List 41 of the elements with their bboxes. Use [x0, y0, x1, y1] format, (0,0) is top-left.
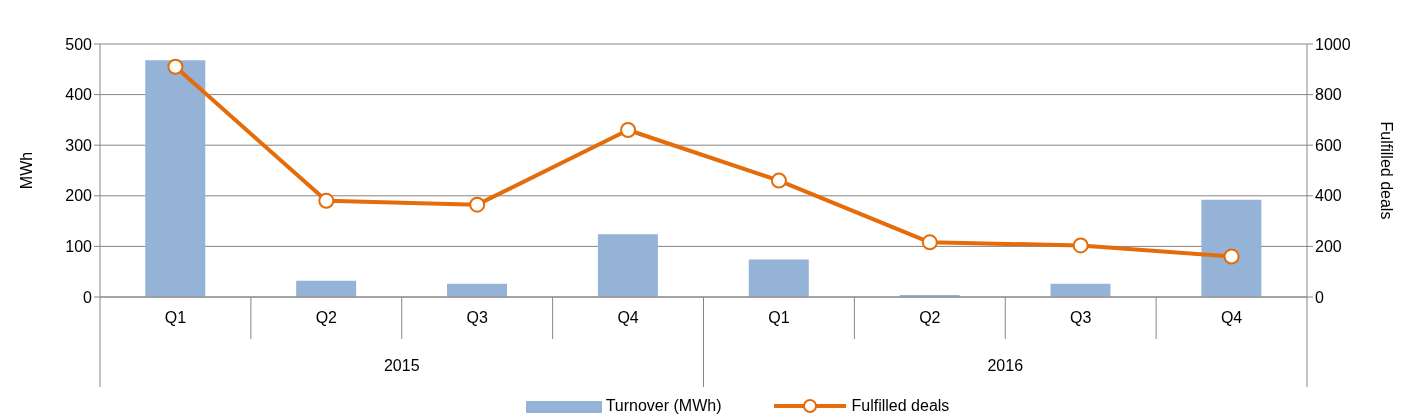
bar [1050, 283, 1111, 297]
point [770, 172, 787, 189]
x-tick-label: Q4 [1220, 309, 1243, 326]
y-tick-label: 100 [65, 238, 93, 256]
bar [296, 280, 357, 297]
y2-tick-label: 0 [1315, 288, 1324, 306]
y2-axis-title: Fulfilled deals [1378, 121, 1396, 220]
point [921, 234, 938, 251]
legend-label: Turnover (MWh) [605, 397, 722, 415]
y-tick-label: 200 [65, 187, 93, 205]
x-tick-label: Q3 [466, 309, 488, 326]
point [469, 196, 486, 213]
x-tick-label: Q3 [1070, 309, 1092, 326]
x-tick-label: Q4 [617, 309, 639, 326]
x-tick-label: Q2 [315, 309, 338, 326]
point [1223, 248, 1240, 265]
y-axis-title: MWh [17, 151, 35, 190]
x-tick-label: Q2 [919, 309, 941, 326]
legend-label: Fulfilled deals [851, 397, 950, 415]
point [1072, 237, 1089, 254]
point [318, 192, 335, 209]
x-tick-label: Q1 [164, 309, 187, 326]
text: 2016 [987, 357, 1024, 374]
bar [597, 234, 658, 297]
bar [145, 60, 206, 297]
bar [447, 283, 508, 297]
y-tick-label: 0 [83, 288, 93, 306]
y-tick-label: 400 [65, 86, 93, 104]
bar [748, 259, 809, 297]
y2-tick-label: 1000 [1315, 35, 1351, 53]
x-tick-label: Q1 [768, 309, 790, 326]
y-tick-label: 300 [65, 136, 93, 154]
text: 2015 [383, 357, 420, 374]
point [167, 58, 184, 75]
y2-tick-label: 600 [1315, 136, 1342, 154]
point [620, 122, 637, 139]
y2-tick-label: 400 [1315, 187, 1342, 205]
bar [1201, 199, 1262, 297]
y-tick-label: 500 [65, 35, 93, 53]
y2-tick-label: 200 [1315, 238, 1342, 256]
y2-tick-label: 800 [1315, 86, 1342, 104]
